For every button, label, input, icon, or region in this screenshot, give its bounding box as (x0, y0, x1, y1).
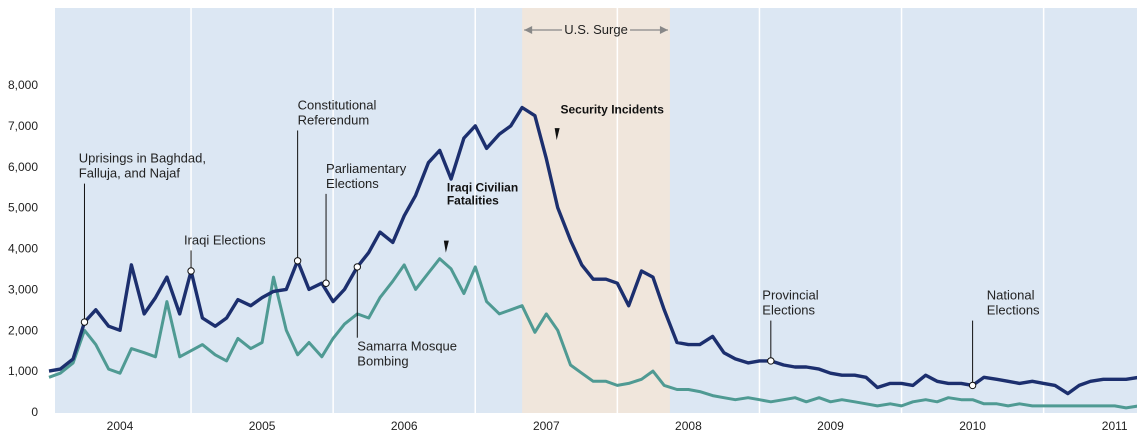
y-tick-label: 1,000 (8, 364, 38, 378)
y-tick-label: 4,000 (8, 242, 38, 256)
surge-label: U.S. Surge (564, 22, 628, 37)
series-label-arrow (443, 240, 449, 253)
annotation-line: Referendum (298, 113, 370, 128)
annotation-line: Iraqi Elections (184, 232, 266, 247)
annotation-line: National (987, 288, 1035, 303)
y-tick-label: 0 (31, 405, 38, 419)
annotation-label: Provincial Elections (762, 288, 818, 318)
series-label-line: Fatalities (447, 193, 499, 207)
series-label: Iraqi Civilian Fatalities (447, 180, 518, 207)
x-tick-label: 2011 (1102, 419, 1128, 433)
series-label: Security Incidents (561, 103, 665, 117)
annotation-marker (187, 267, 195, 275)
annotation-line: Uprisings in Baghdad, (79, 151, 206, 166)
annotation-marker (322, 279, 330, 287)
annotation-marker (767, 357, 775, 365)
x-tick-label: 2004 (107, 419, 134, 433)
series-line-security-incidents (48, 105, 1137, 396)
y-tick-label: 7,000 (8, 119, 38, 133)
annotation-line: Parliamentary (326, 161, 407, 176)
annotation-label: Constitutional Referendum (298, 98, 377, 128)
annotation-line: Elections (762, 303, 815, 318)
series-label-arrow (554, 128, 560, 141)
series-line-civilian-fatalities (48, 257, 1137, 410)
y-tick-label: 6,000 (8, 160, 38, 174)
annotation-line: Bombing (357, 354, 408, 369)
y-tick-label: 5,000 (8, 201, 38, 215)
x-tick-label: 2006 (391, 419, 418, 433)
annotation-label: Uprisings in Baghdad, Falluja, and Najaf (79, 151, 206, 181)
x-tick-label: 2008 (675, 419, 702, 433)
annotation-label: Samarra Mosque Bombing (357, 339, 457, 369)
series-label-line: Security Incidents (561, 103, 665, 117)
annotation-marker (968, 381, 977, 390)
annotation-line: Falluja, and Najaf (79, 166, 181, 181)
surge-arrowhead-right (659, 26, 668, 34)
x-tick-label: 2005 (249, 419, 276, 433)
y-tick-label: 3,000 (8, 282, 38, 296)
y-tick-label: 2,000 (8, 323, 38, 337)
annotation-line: Elections (326, 176, 379, 191)
y-tick-label: 8,000 (8, 78, 38, 92)
annotation-line: Samarra Mosque (357, 339, 457, 354)
surge-arrowhead-left (524, 26, 533, 34)
annotation-line: Provincial (762, 288, 818, 303)
annotation-label: Parliamentary Elections (326, 161, 407, 191)
annotation-line: Constitutional (298, 98, 377, 113)
x-tick-label: 2009 (817, 419, 844, 433)
x-tick-label: 2007 (533, 419, 560, 433)
annotation-marker (353, 263, 362, 271)
surge-band (522, 8, 670, 413)
series-label-line: Iraqi Civilian (447, 180, 518, 194)
annotation-label: National Elections (987, 288, 1040, 318)
x-tick-label: 2010 (959, 419, 986, 433)
annotation-line: Elections (987, 303, 1040, 318)
annotation-label: Iraqi Elections (184, 232, 266, 247)
annotation-marker (293, 257, 302, 265)
annotation-marker (80, 318, 89, 326)
